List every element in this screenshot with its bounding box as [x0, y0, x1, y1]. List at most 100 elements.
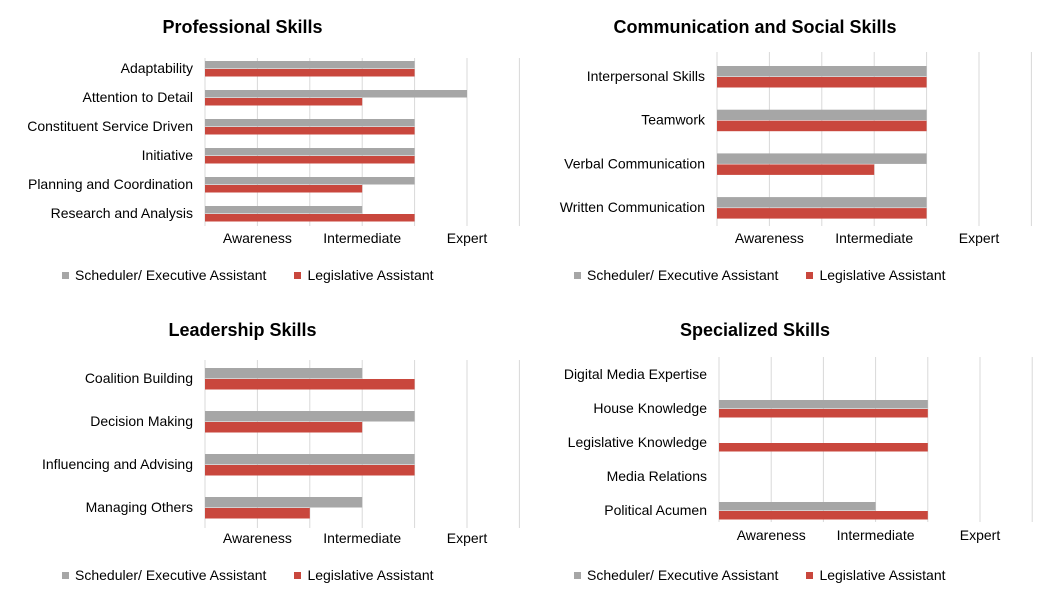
legend-swatch-gray [574, 571, 581, 579]
legend-label: Legislative Assistant [819, 267, 946, 283]
bar-scheduler [205, 368, 363, 379]
bar-scheduler [717, 153, 927, 164]
category-label: Influencing and Advising [42, 456, 193, 472]
legend-item-series-2: Legislative Assistant [806, 567, 946, 583]
bar-legislative [719, 511, 928, 520]
bar-legislative [205, 98, 363, 106]
x-tick-label: Awareness [735, 230, 804, 246]
legend-label: Legislative Assistant [819, 567, 946, 583]
chart-panel-professional: Professional Skills Adaptability Attentio… [0, 0, 520, 300]
bar-scheduler [719, 502, 876, 511]
legend-swatch-red [294, 271, 302, 279]
bar-legislative [205, 127, 415, 135]
bar-chart-specialized: Digital Media Expertise House Knowledge Le… [564, 357, 1033, 543]
legend-swatch-red [806, 571, 814, 579]
category-label: Coalition Building [85, 370, 193, 386]
x-tick-label: Awareness [737, 527, 806, 543]
legend-item-series-2: Legislative Assistant [294, 567, 434, 583]
x-tick-label: Intermediate [835, 230, 913, 246]
category-label: Teamwork [641, 112, 706, 128]
x-tick-label: Awareness [223, 230, 292, 246]
bar-legislative [717, 208, 927, 219]
legend-label: Scheduler/ Executive Assistant [587, 267, 779, 283]
bar-legislative [205, 379, 415, 390]
legend-label: Scheduler/ Executive Assistant [75, 267, 267, 283]
bar-chart-communication: Interpersonal Skills Teamwork Verbal Commu… [560, 52, 1032, 246]
bar-scheduler [205, 454, 415, 465]
chart-legend: Scheduler/ Executive Assistant Legislati… [62, 567, 434, 583]
x-tick-label: Intermediate [323, 230, 401, 246]
category-label: Digital Media Expertise [564, 366, 707, 382]
legend-swatch-gray [574, 271, 581, 279]
legend-label: Legislative Assistant [307, 567, 434, 583]
legend-swatch-gray [62, 271, 69, 279]
legend-item-series-1: Scheduler/ Executive Assistant [574, 567, 778, 583]
category-label: Initiative [142, 147, 194, 163]
bar-legislative [717, 120, 927, 132]
bar-chart-professional: Adaptability Attention to Detail Constitue… [27, 58, 520, 246]
chart-title: Specialized Skills [679, 320, 831, 340]
bar-legislative [205, 508, 310, 519]
x-tick-label: Intermediate [837, 527, 915, 543]
x-tick-label: Expert [960, 527, 1001, 543]
bar-scheduler [205, 119, 415, 127]
bar-legislative [205, 422, 363, 433]
x-tick-label: Intermediate [323, 530, 401, 546]
category-label: Media Relations [607, 468, 707, 484]
chart-legend: Scheduler/ Executive Assistant Legislati… [574, 267, 946, 283]
bar-scheduler [717, 66, 927, 77]
bar-scheduler [205, 411, 415, 422]
legend-item-series-2: Legislative Assistant [806, 267, 946, 283]
bar-scheduler [719, 400, 928, 409]
category-label: Political Acumen [604, 502, 707, 518]
x-tick-label: Expert [447, 230, 488, 246]
chart-panel-communication: Communication and Social Skills Interper… [0, 0, 1051, 300]
bar-scheduler [717, 109, 927, 121]
bar-scheduler [205, 148, 415, 156]
bar-scheduler [717, 197, 927, 208]
chart-panel-leadership: Leadership Skills Coalition Building Deci… [0, 300, 520, 601]
bar-scheduler [205, 90, 467, 98]
bar-legislative [717, 164, 875, 175]
bar-legislative [717, 77, 927, 88]
category-label: Planning and Coordination [28, 176, 193, 192]
legend-label: Legislative Assistant [307, 267, 434, 283]
bar-scheduler [205, 497, 363, 508]
category-label: Decision Making [90, 413, 193, 429]
category-label: Research and Analysis [51, 205, 193, 221]
chart-panel-specialized: Specialized Skills Digital Media Experti… [0, 300, 1051, 601]
legend-swatch-red [806, 271, 814, 279]
bar-scheduler [205, 177, 415, 185]
chart-title: Professional Skills [162, 17, 323, 37]
x-tick-label: Expert [447, 530, 488, 546]
legend-label: Scheduler/ Executive Assistant [587, 567, 779, 583]
category-label: Attention to Detail [82, 89, 193, 105]
x-tick-label: Expert [959, 230, 1000, 246]
category-label: Interpersonal Skills [587, 68, 705, 84]
category-label: Legislative Knowledge [568, 434, 708, 450]
bar-legislative [719, 409, 928, 418]
bar-legislative [205, 185, 363, 193]
legend-item-series-1: Scheduler/ Executive Assistant [574, 267, 778, 283]
legend-label: Scheduler/ Executive Assistant [75, 567, 267, 583]
bar-legislative [205, 156, 415, 164]
chart-legend: Scheduler/ Executive Assistant Legislati… [62, 267, 434, 283]
chart-title: Communication and Social Skills [613, 17, 897, 37]
category-label: Managing Others [86, 499, 193, 515]
category-label: House Knowledge [593, 400, 707, 416]
chart-title: Leadership Skills [168, 320, 317, 340]
bar-chart-leadership: Coalition Building Decision Making Influen… [42, 360, 520, 546]
bar-legislative [205, 214, 415, 222]
bar-scheduler [205, 61, 415, 69]
category-label: Adaptability [121, 60, 193, 76]
legend-item-series-1: Scheduler/ Executive Assistant [62, 567, 266, 583]
legend-swatch-gray [62, 571, 69, 579]
x-tick-label: Awareness [223, 530, 292, 546]
bar-legislative [205, 465, 415, 476]
chart-legend: Scheduler/ Executive Assistant Legislati… [574, 567, 946, 583]
bar-legislative [205, 69, 415, 77]
bar-scheduler [205, 206, 363, 214]
category-label: Written Communication [560, 199, 705, 215]
legend-item-series-2: Legislative Assistant [294, 267, 434, 283]
category-label: Constituent Service Driven [27, 118, 193, 134]
